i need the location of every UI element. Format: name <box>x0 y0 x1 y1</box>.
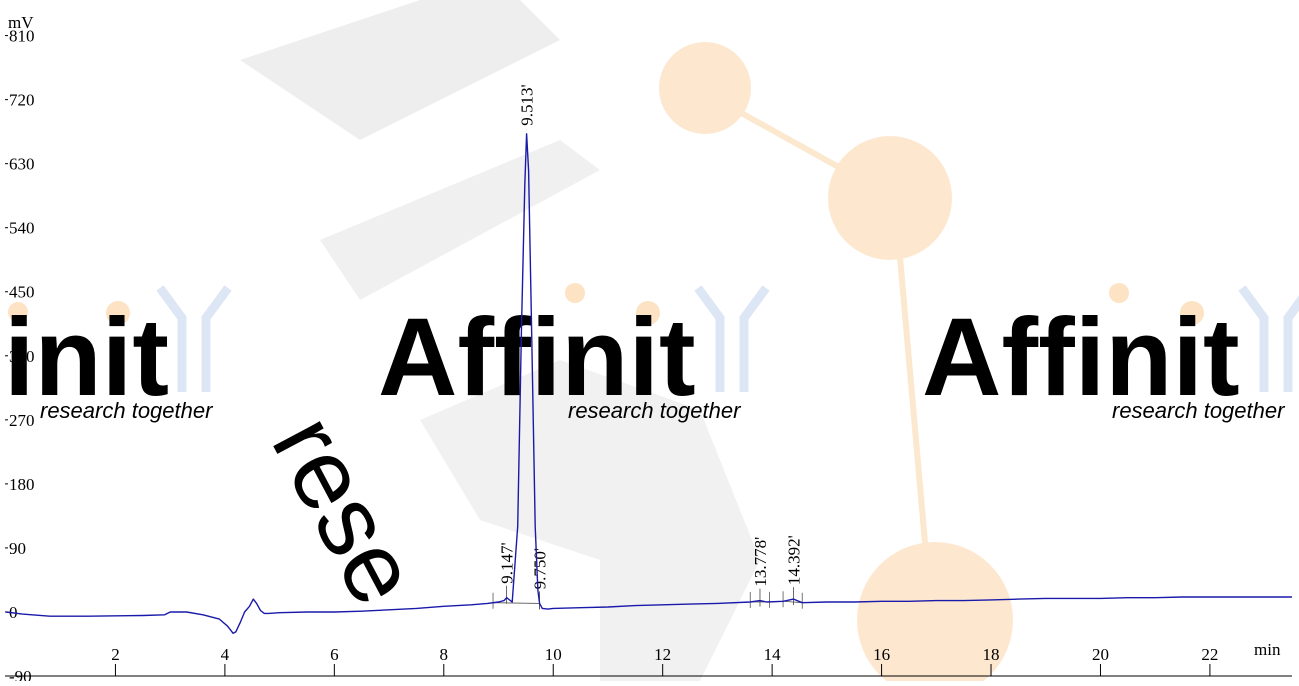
watermark-circle <box>659 42 751 134</box>
y-tick-label: 720 <box>9 91 35 110</box>
y-tick-label: 90 <box>9 539 26 558</box>
watermark-shape <box>320 140 600 300</box>
watermark-tagline: research together <box>568 398 742 423</box>
x-tick-label: 4 <box>221 645 230 664</box>
x-tick-label: 22 <box>1201 645 1218 664</box>
peak-label: 9.750' <box>531 548 550 589</box>
watermark-antibody-icon <box>160 288 228 392</box>
y-tick-label: 180 <box>9 475 35 494</box>
y-tick-label: 540 <box>9 219 35 238</box>
watermark-shape <box>240 0 560 140</box>
y-tick-label: 810 <box>9 27 35 46</box>
x-tick-label: 18 <box>983 645 1000 664</box>
peak-label: 13.778' <box>751 537 770 587</box>
x-tick-label: 6 <box>330 645 339 664</box>
watermark-tagline: research together <box>1112 398 1286 423</box>
x-tick-label: 10 <box>545 645 562 664</box>
y-tick-label: -90 <box>9 667 32 681</box>
watermark-antibody-icon <box>698 288 766 392</box>
y-tick-label: 360 <box>9 347 35 366</box>
peak-label: 14.392' <box>785 535 804 585</box>
watermark-tagline: research together <box>40 398 214 423</box>
watermark-circle <box>828 136 952 260</box>
integration-baseline <box>493 603 540 604</box>
x-axis-unit: min <box>1254 640 1281 659</box>
peak-label: 9.513' <box>518 84 537 125</box>
y-tick-label: 630 <box>9 155 35 174</box>
watermark-antibody-icon <box>1242 288 1299 392</box>
x-tick-label: 8 <box>440 645 449 664</box>
y-tick-label: 450 <box>9 283 35 302</box>
x-tick-label: 12 <box>654 645 671 664</box>
watermark-vertical-text: rese <box>251 398 441 622</box>
x-tick-label: 14 <box>764 645 782 664</box>
x-tick-label: 20 <box>1092 645 1109 664</box>
y-tick-label: 270 <box>9 411 35 430</box>
x-tick-label: 16 <box>873 645 890 664</box>
x-tick-label: 2 <box>111 645 120 664</box>
